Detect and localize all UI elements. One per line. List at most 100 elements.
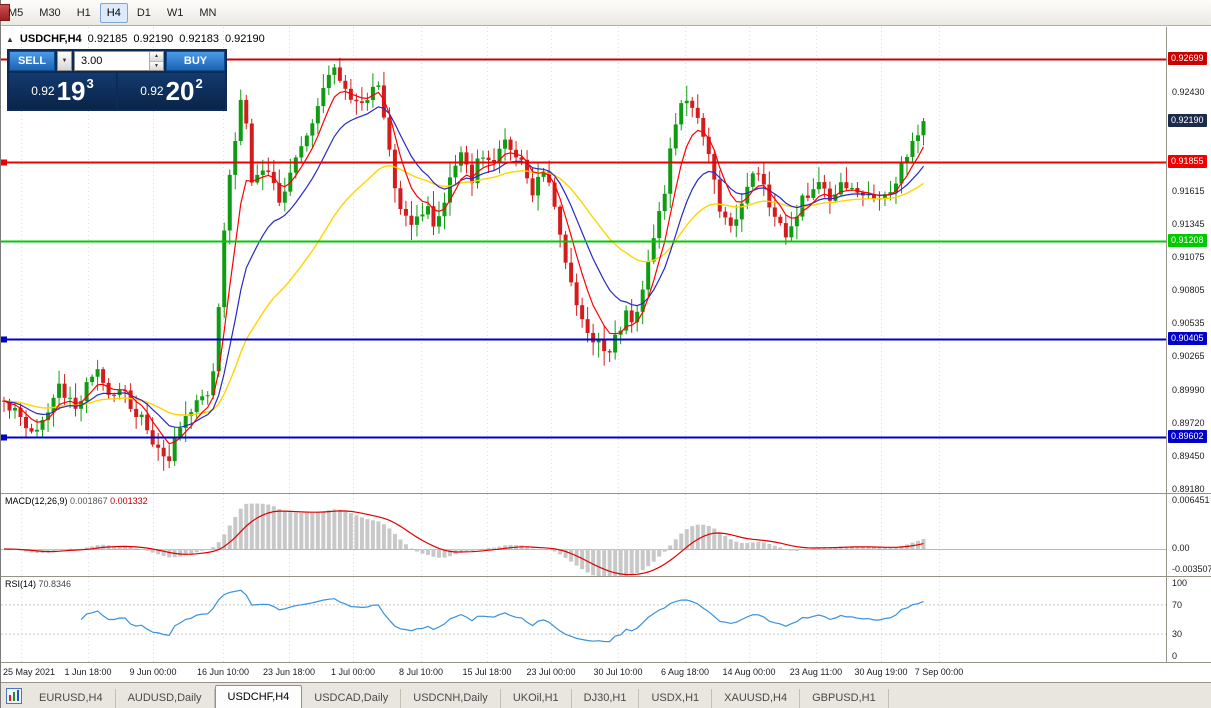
bid-price-sup: 3 — [86, 75, 94, 91]
clipped-toolbar-icon — [0, 4, 10, 21]
macd-label: MACD(12,26,9) 0.001867 0.001332 — [5, 496, 148, 506]
main-price-panel: ▲ USDCHF,H4 0.92185 0.92190 0.92183 0.92… — [1, 27, 1166, 493]
time-label: 30 Aug 19:00 — [854, 667, 908, 677]
ohlc-high: 0.92190 — [133, 33, 174, 45]
price-tick: 0.90535 — [1172, 318, 1205, 329]
macd-scale-label: 0.00 — [1172, 543, 1190, 553]
macd-main-value: 0.001867 — [70, 496, 108, 506]
volume-box: ▲ ▼ — [74, 51, 164, 71]
charts-icon — [6, 688, 22, 704]
time-label: 30 Jul 10:00 — [593, 667, 643, 677]
time-label: 1 Jul 00:00 — [330, 667, 376, 677]
rsi-scale-label: 0 — [1172, 651, 1178, 661]
rsi-panel: RSI(14) 70.8346 — [1, 577, 1166, 662]
rsi-scale-label: 30 — [1172, 629, 1183, 640]
timeframe-button-mn[interactable]: MN — [199, 6, 217, 19]
price-tick: 0.89720 — [1172, 417, 1205, 428]
panel-splitter-macd[interactable] — [1, 493, 1211, 494]
macd-scale-label: -0.003507 — [1172, 564, 1211, 574]
time-label: 23 Jun 18:00 — [262, 667, 316, 677]
time-label: 23 Aug 11:00 — [789, 667, 843, 677]
price-tick: 0.90265 — [1172, 351, 1205, 362]
chart-tab-eurusd-h4[interactable]: EURUSD,H4 — [27, 689, 116, 708]
time-label: 23 Jul 00:00 — [526, 667, 576, 677]
rsi-value: 70.8346 — [38, 579, 72, 589]
price-tick: 0.89450 — [1172, 450, 1205, 461]
panel-splitter-rsi[interactable] — [1, 576, 1211, 577]
chart-tab-ukoil-h1[interactable]: UKOil,H1 — [501, 689, 572, 708]
chart-tab-audusd-daily[interactable]: AUDUSD,Daily — [116, 689, 215, 708]
ohlc-close: 0.92190 — [224, 33, 265, 45]
chart-tab-usdcnh-daily[interactable]: USDCNH,Daily — [401, 689, 501, 708]
order-options-dropdown[interactable]: ▼ — [57, 51, 72, 71]
price-tick: 0.89180 — [1172, 483, 1205, 494]
level-price-badge: 0.89602 — [1168, 430, 1207, 444]
chart-tab-dj30-h1[interactable]: DJ30,H1 — [572, 689, 640, 708]
timeframe-button-m30[interactable]: M30 — [39, 6, 61, 19]
volume-decrease-button[interactable]: ▼ — [150, 60, 163, 70]
time-label: 8 Jul 10:00 — [398, 667, 444, 677]
price-tick: 0.91615 — [1172, 186, 1205, 197]
time-label: 1 Jun 18:00 — [64, 667, 112, 677]
sell-price-button[interactable]: 0.92 19 3 — [9, 73, 116, 109]
time-axis-separator — [1, 662, 1211, 663]
buy-price-button[interactable]: 0.92 20 2 — [118, 73, 225, 109]
ask-price-prefix: 0.92 — [140, 84, 164, 98]
time-axis[interactable]: 25 May 2021 1 Jun 18:00 9 Jun 00:00 16 Jun … — [1, 663, 1166, 682]
time-label: 6 Aug 18:00 — [660, 667, 710, 677]
level-price-badge: 0.92699 — [1168, 51, 1207, 65]
price-tick: 0.90805 — [1172, 285, 1205, 296]
level-price-badge: 0.90405 — [1168, 332, 1207, 346]
time-label: 15 Jul 18:00 — [462, 667, 512, 677]
rsi-canvas[interactable] — [1, 577, 1166, 662]
price-tick: 0.89990 — [1172, 384, 1205, 395]
timeframe-button-d1[interactable]: D1 — [136, 6, 151, 19]
rsi-scale-label: 100 — [1172, 578, 1188, 588]
timeframe-button-h4[interactable]: H4 — [99, 2, 128, 23]
timeframe-button-m5[interactable]: M5 — [8, 6, 24, 19]
time-label: 25 May 2021 — [3, 667, 56, 677]
timeframe-toolbar: M5 M30 H1 H4 D1 W1 MN — [0, 0, 1211, 26]
price-scale[interactable]: 0.92430 0.91615 0.91345 0.91075 0.90805 0.905… — [1167, 27, 1211, 682]
chart-tab-usdcad-daily[interactable]: USDCAD,Daily — [302, 689, 402, 708]
macd-canvas[interactable] — [1, 494, 1166, 576]
timeframe-buttons: M5 M30 H1 H4 D1 W1 MN — [8, 2, 224, 23]
timeframe-button-h1[interactable]: H1 — [76, 6, 91, 19]
price-tick: 0.91345 — [1172, 219, 1205, 230]
chart-symbol-title: USDCHF,H4 — [19, 33, 82, 45]
time-label: 9 Jun 00:00 — [129, 667, 177, 677]
time-label: 7 Sep 00:00 — [914, 667, 964, 677]
volume-spinner: ▲ ▼ — [149, 52, 163, 70]
price-chart-canvas[interactable] — [1, 27, 1166, 493]
level-price-badge: 0.91855 — [1168, 155, 1207, 169]
macd-name: MACD(12,26,9) — [5, 496, 68, 506]
price-tick: 0.92430 — [1172, 86, 1205, 97]
level-price-badge: 0.91208 — [1168, 234, 1207, 248]
volume-increase-button[interactable]: ▲ — [150, 52, 163, 61]
chart-tabs: EURUSD,H4 AUDUSD,Daily USDCHF,H4 USDCAD,Dai… — [27, 685, 889, 708]
ask-price-sup: 2 — [195, 75, 203, 91]
ask-price-big: 20 — [165, 76, 195, 106]
volume-input[interactable] — [75, 52, 149, 70]
chart-header: ▲ USDCHF,H4 0.92185 0.92190 0.92183 0.92… — [6, 33, 265, 45]
chart-area: ▲ USDCHF,H4 0.92185 0.92190 0.92183 0.92… — [1, 27, 1211, 682]
sell-button[interactable]: SELL — [9, 51, 55, 71]
chart-tab-gbpusd-h1[interactable]: GBPUSD,H1 — [800, 689, 889, 708]
macd-panel: MACD(12,26,9) 0.001867 0.001332 — [1, 494, 1166, 576]
chart-tab-usdx-h1[interactable]: USDX,H1 — [639, 689, 713, 708]
timeframe-button-w1[interactable]: W1 — [166, 6, 184, 19]
price-tick: 0.91075 — [1172, 252, 1205, 263]
rsi-scale-label: 70 — [1172, 599, 1183, 610]
chart-tab-usdchf-h4[interactable]: USDCHF,H4 — [214, 685, 303, 708]
buy-button[interactable]: BUY — [166, 51, 225, 71]
time-label: 16 Jun 10:00 — [196, 667, 250, 677]
collapse-trade-panel-icon[interactable]: ▲ — [6, 34, 14, 44]
bid-price-prefix: 0.92 — [31, 84, 55, 98]
chart-tab-bar: EURUSD,H4 AUDUSD,Daily USDCHF,H4 USDCAD,Dai… — [1, 682, 1211, 708]
chart-tab-xauusd-h4[interactable]: XAUUSD,H4 — [712, 689, 801, 708]
ohlc-open: 0.92185 — [87, 33, 128, 45]
macd-scale-label: 0.006451 — [1172, 495, 1210, 505]
current-price-badge: 0.92190 — [1168, 114, 1207, 128]
time-label: 14 Aug 00:00 — [722, 667, 776, 677]
